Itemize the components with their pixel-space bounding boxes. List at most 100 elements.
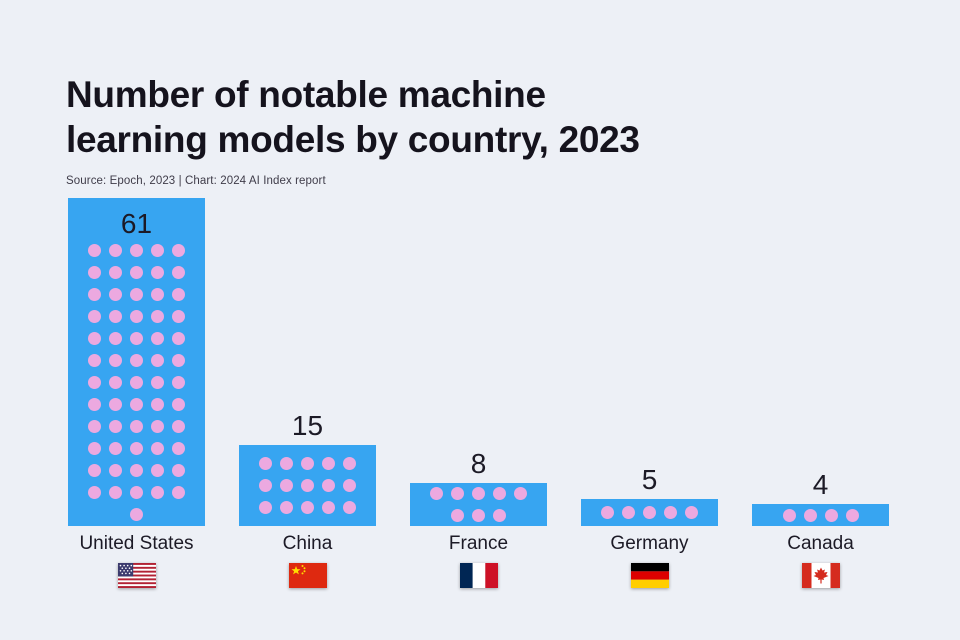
model-dot [151, 354, 164, 368]
model-dot [259, 457, 272, 471]
model-dot [301, 479, 314, 493]
bar [410, 483, 547, 527]
model-dot [151, 266, 164, 280]
dot-row [259, 457, 356, 471]
model-dot [151, 420, 164, 434]
model-dot [172, 354, 185, 368]
model-dot [88, 398, 101, 412]
model-dot [803, 508, 817, 522]
bar-value: 15 [291, 410, 324, 442]
dot-row [782, 508, 859, 522]
country-label: Canada [787, 533, 854, 555]
bar [239, 445, 376, 527]
dot-row [88, 354, 185, 368]
model-dot [88, 354, 101, 368]
model-dot [130, 244, 143, 258]
model-dot [109, 442, 122, 456]
model-dot [430, 487, 443, 501]
page-title: Number of notable machine learning model… [66, 72, 640, 162]
dot-row [88, 398, 185, 412]
model-dot [601, 506, 614, 520]
bar-value: 4 [812, 469, 829, 501]
model-dot [151, 376, 164, 390]
model-dot [824, 508, 838, 522]
model-dot [280, 457, 293, 471]
model-dot [172, 266, 185, 280]
model-dot [493, 487, 506, 501]
model-dot [151, 310, 164, 324]
model-dot [172, 288, 185, 302]
model-dot [172, 376, 185, 390]
model-dot [172, 464, 185, 478]
country-label: United States [79, 533, 194, 555]
model-dot [151, 288, 164, 302]
model-dot [130, 442, 143, 456]
chart-header: Number of notable machine learning model… [66, 72, 640, 187]
bar: 61 [68, 198, 205, 527]
dot-row [88, 244, 185, 258]
model-dot [280, 479, 293, 493]
model-dot [130, 464, 143, 478]
model-dot [88, 310, 101, 324]
model-dot [472, 509, 485, 523]
china-flag-icon [288, 563, 327, 588]
dot-row [88, 508, 185, 522]
dot-row [88, 310, 185, 324]
dot-row [88, 266, 185, 280]
model-dot [472, 487, 485, 501]
model-dot [130, 376, 143, 390]
germany-flag-icon [630, 563, 669, 588]
model-dot [151, 398, 164, 412]
model-dot [343, 501, 356, 515]
source-caption: Source: Epoch, 2023 | Chart: 2024 AI Ind… [66, 175, 326, 188]
model-dot [343, 457, 356, 471]
bar [752, 504, 889, 527]
model-dot [322, 501, 335, 515]
model-dot [109, 244, 122, 258]
dot-row [88, 442, 185, 456]
model-dot [109, 354, 122, 368]
us-flag-icon [117, 563, 156, 588]
canada-flag-icon [801, 563, 840, 588]
dot-row [88, 464, 185, 478]
dot-row [88, 376, 185, 390]
bar-value: 8 [470, 448, 487, 480]
model-dot [88, 420, 101, 434]
model-dot [109, 332, 122, 346]
model-dot [151, 244, 164, 258]
model-dot [130, 310, 143, 324]
bar-value: 61 [120, 208, 153, 240]
model-dot [130, 354, 143, 368]
bar-column: 4 Canada [752, 471, 889, 588]
bar-column: 8 France [410, 450, 547, 588]
dot-row [430, 509, 527, 523]
model-dot [88, 464, 101, 478]
dot-grid [601, 506, 698, 520]
model-dot [88, 266, 101, 280]
model-dot [88, 288, 101, 302]
model-dot [151, 332, 164, 346]
model-dot [172, 310, 185, 324]
model-dot [151, 486, 164, 500]
model-dot [259, 479, 272, 493]
dot-grid [88, 244, 185, 522]
model-dot [643, 506, 656, 520]
dot-row [88, 420, 185, 434]
country-label: China [282, 533, 333, 555]
chart: 61 United States 15 China 8 France 5 Germany 4 Ca… [68, 198, 889, 588]
model-dot [451, 509, 464, 523]
model-dot [622, 506, 635, 520]
model-dot [130, 486, 143, 500]
model-dot [88, 244, 101, 258]
dot-row [259, 501, 356, 515]
model-dot [130, 266, 143, 280]
model-dot [130, 508, 143, 522]
france-flag-icon [459, 563, 498, 588]
model-dot [301, 501, 314, 515]
model-dot [322, 479, 335, 493]
model-dot [88, 442, 101, 456]
model-dot [130, 398, 143, 412]
model-dot [172, 486, 185, 500]
model-dot [151, 464, 164, 478]
model-dot [109, 398, 122, 412]
